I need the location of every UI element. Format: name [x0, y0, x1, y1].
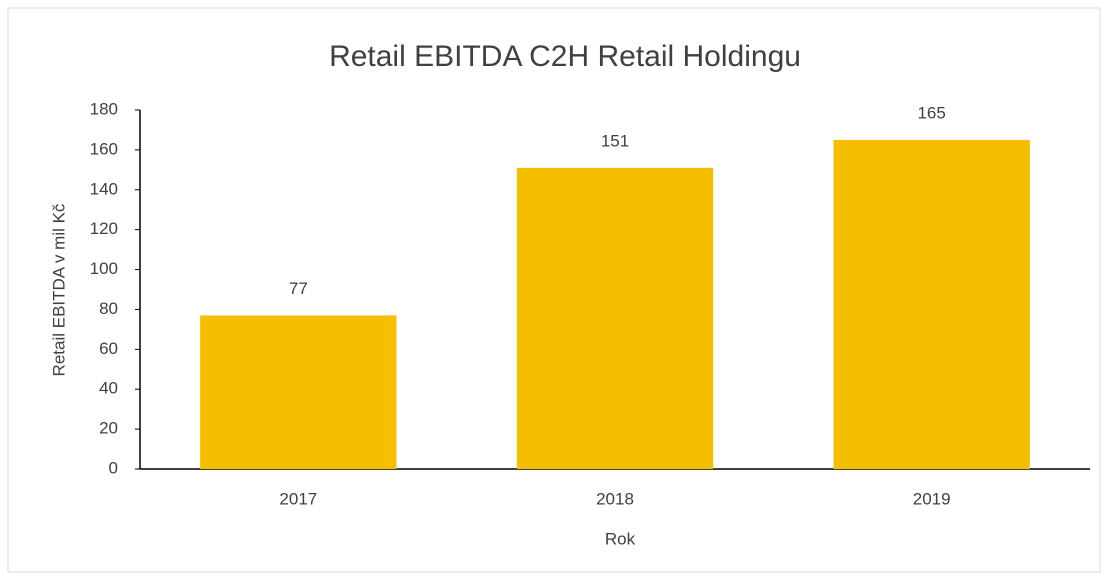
data-label: 151	[601, 131, 629, 150]
data-label: 165	[917, 103, 945, 122]
y-tick-label: 140	[90, 179, 118, 198]
bar	[200, 315, 397, 469]
x-tick-label: 2019	[913, 489, 951, 508]
y-tick-label: 100	[90, 259, 118, 278]
chart-title: Retail EBITDA C2H Retail Holdingu	[329, 40, 801, 73]
y-tick-label: 180	[90, 99, 118, 118]
x-tick-label: 2017	[279, 489, 317, 508]
y-tick-label: 80	[99, 299, 118, 318]
bar	[516, 167, 714, 470]
y-tick-label: 120	[90, 219, 118, 238]
y-tick-label: 20	[99, 419, 118, 438]
y-axis-title: Retail EBITDA v mil Kč	[49, 203, 68, 376]
y-tick-label: 160	[90, 139, 118, 158]
x-axis-title: Rok	[605, 529, 636, 548]
y-tick-label: 40	[99, 379, 118, 398]
data-label: 77	[289, 279, 308, 298]
y-tick-label: 60	[99, 339, 118, 358]
y-tick-label: 0	[109, 458, 118, 477]
bar	[833, 139, 1030, 469]
x-tick-label: 2018	[596, 489, 634, 508]
